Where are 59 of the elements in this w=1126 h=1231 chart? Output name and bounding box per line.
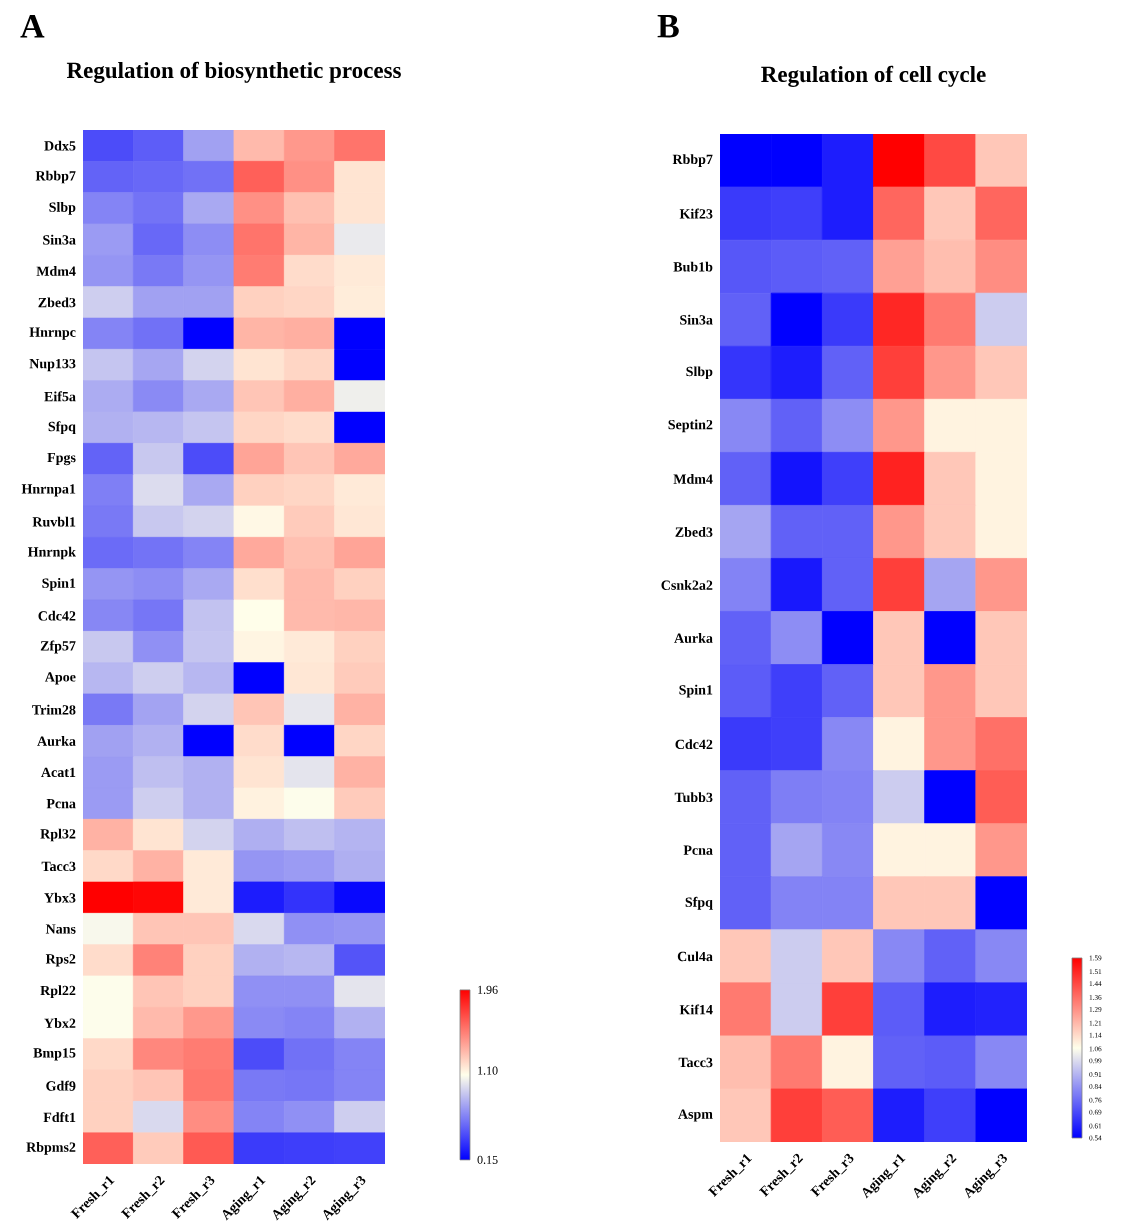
y-tick-label: Trim28 [32, 704, 76, 715]
y-tick-label: Kif23 [679, 208, 713, 219]
y-tick-label: Apoe [44, 672, 76, 685]
y-tick-label: Csnk2a2 [661, 580, 713, 590]
y-tick-label: Aspm [678, 1109, 713, 1122]
y-tick-label: Slbp [686, 366, 713, 380]
y-tick-label: Rbbp7 [672, 154, 713, 167]
y-tick-label: Hnrnpa1 [21, 484, 76, 497]
y-tick-label: Cdc42 [675, 739, 713, 750]
y-tick-label: Septin2 [668, 419, 713, 433]
y-tick-label: Sfpq [48, 421, 76, 435]
y-tick-label: Bub1b [673, 261, 713, 272]
y-tick-label: Sfpq [685, 896, 713, 910]
y-tick-label: Kif14 [679, 1004, 713, 1015]
y-tick-label: Nup133 [29, 358, 76, 372]
y-tick-label: Nans [45, 924, 76, 934]
y-tick-label: Zfp57 [40, 640, 76, 654]
y-tick-label: Tubb3 [674, 792, 713, 803]
y-tick-label: Rbbp7 [35, 170, 76, 184]
y-tick-label: Rps2 [45, 954, 76, 967]
y-tick-label: Eif5a [44, 391, 76, 402]
color-bar-label: 1.96 [478, 985, 498, 994]
y-tick-label: Cdc42 [38, 610, 76, 621]
y-tick-label: Sin3a [680, 314, 713, 325]
y-tick-label: Cul4a [677, 951, 713, 962]
y-tick-label: Tacc3 [41, 861, 76, 872]
y-tick-label: Ybx3 [44, 892, 76, 903]
y-tick-label: Zbed3 [38, 297, 76, 308]
color-bar-label: 1.10 [478, 1066, 498, 1075]
y-tick-label: Fpgs [47, 452, 76, 466]
y-tick-label: Ybx2 [44, 1018, 76, 1028]
y-tick-label: Ddx5 [44, 140, 76, 151]
y-tick-label: Rbpms2 [26, 1142, 76, 1155]
y-tick-label: Rpl22 [40, 985, 76, 999]
y-tick-label: Hnrnpc [29, 327, 76, 340]
y-tick-label: Spin1 [679, 684, 713, 698]
y-tick-label: Sin3a [43, 234, 76, 245]
text: B [657, 15, 679, 38]
text: A [20, 15, 45, 38]
chart-title: Regulation of biosynthetic process [66, 61, 401, 83]
y-tick-label: Pcna [46, 799, 76, 809]
y-tick-label: Mdm4 [673, 473, 713, 484]
y-tick-label: Bmp15 [33, 1048, 76, 1061]
y-tick-label: Slbp [49, 202, 76, 215]
y-tick-label: Aurka [674, 633, 713, 643]
y-tick-label: Acat1 [41, 767, 76, 778]
y-tick-label: Rpl32 [40, 828, 76, 842]
y-tick-label: Fdft1 [43, 1112, 76, 1123]
y-tick-label: Hnrnpk [27, 546, 76, 560]
y-tick-label: Ruvbl1 [32, 516, 76, 527]
y-tick-label: Mdm4 [36, 266, 76, 276]
y-tick-label: Aurka [37, 736, 76, 746]
color-bar-label: 0.15 [477, 1155, 498, 1164]
y-tick-label: Zbed3 [675, 527, 713, 537]
chart-title: Regulation of cell cycle [761, 65, 986, 87]
y-tick-label: Spin1 [42, 578, 76, 591]
y-tick-label: Pcna [683, 845, 713, 855]
y-tick-label: Gdf9 [46, 1080, 76, 1091]
y-tick-label: Tacc3 [678, 1057, 713, 1068]
